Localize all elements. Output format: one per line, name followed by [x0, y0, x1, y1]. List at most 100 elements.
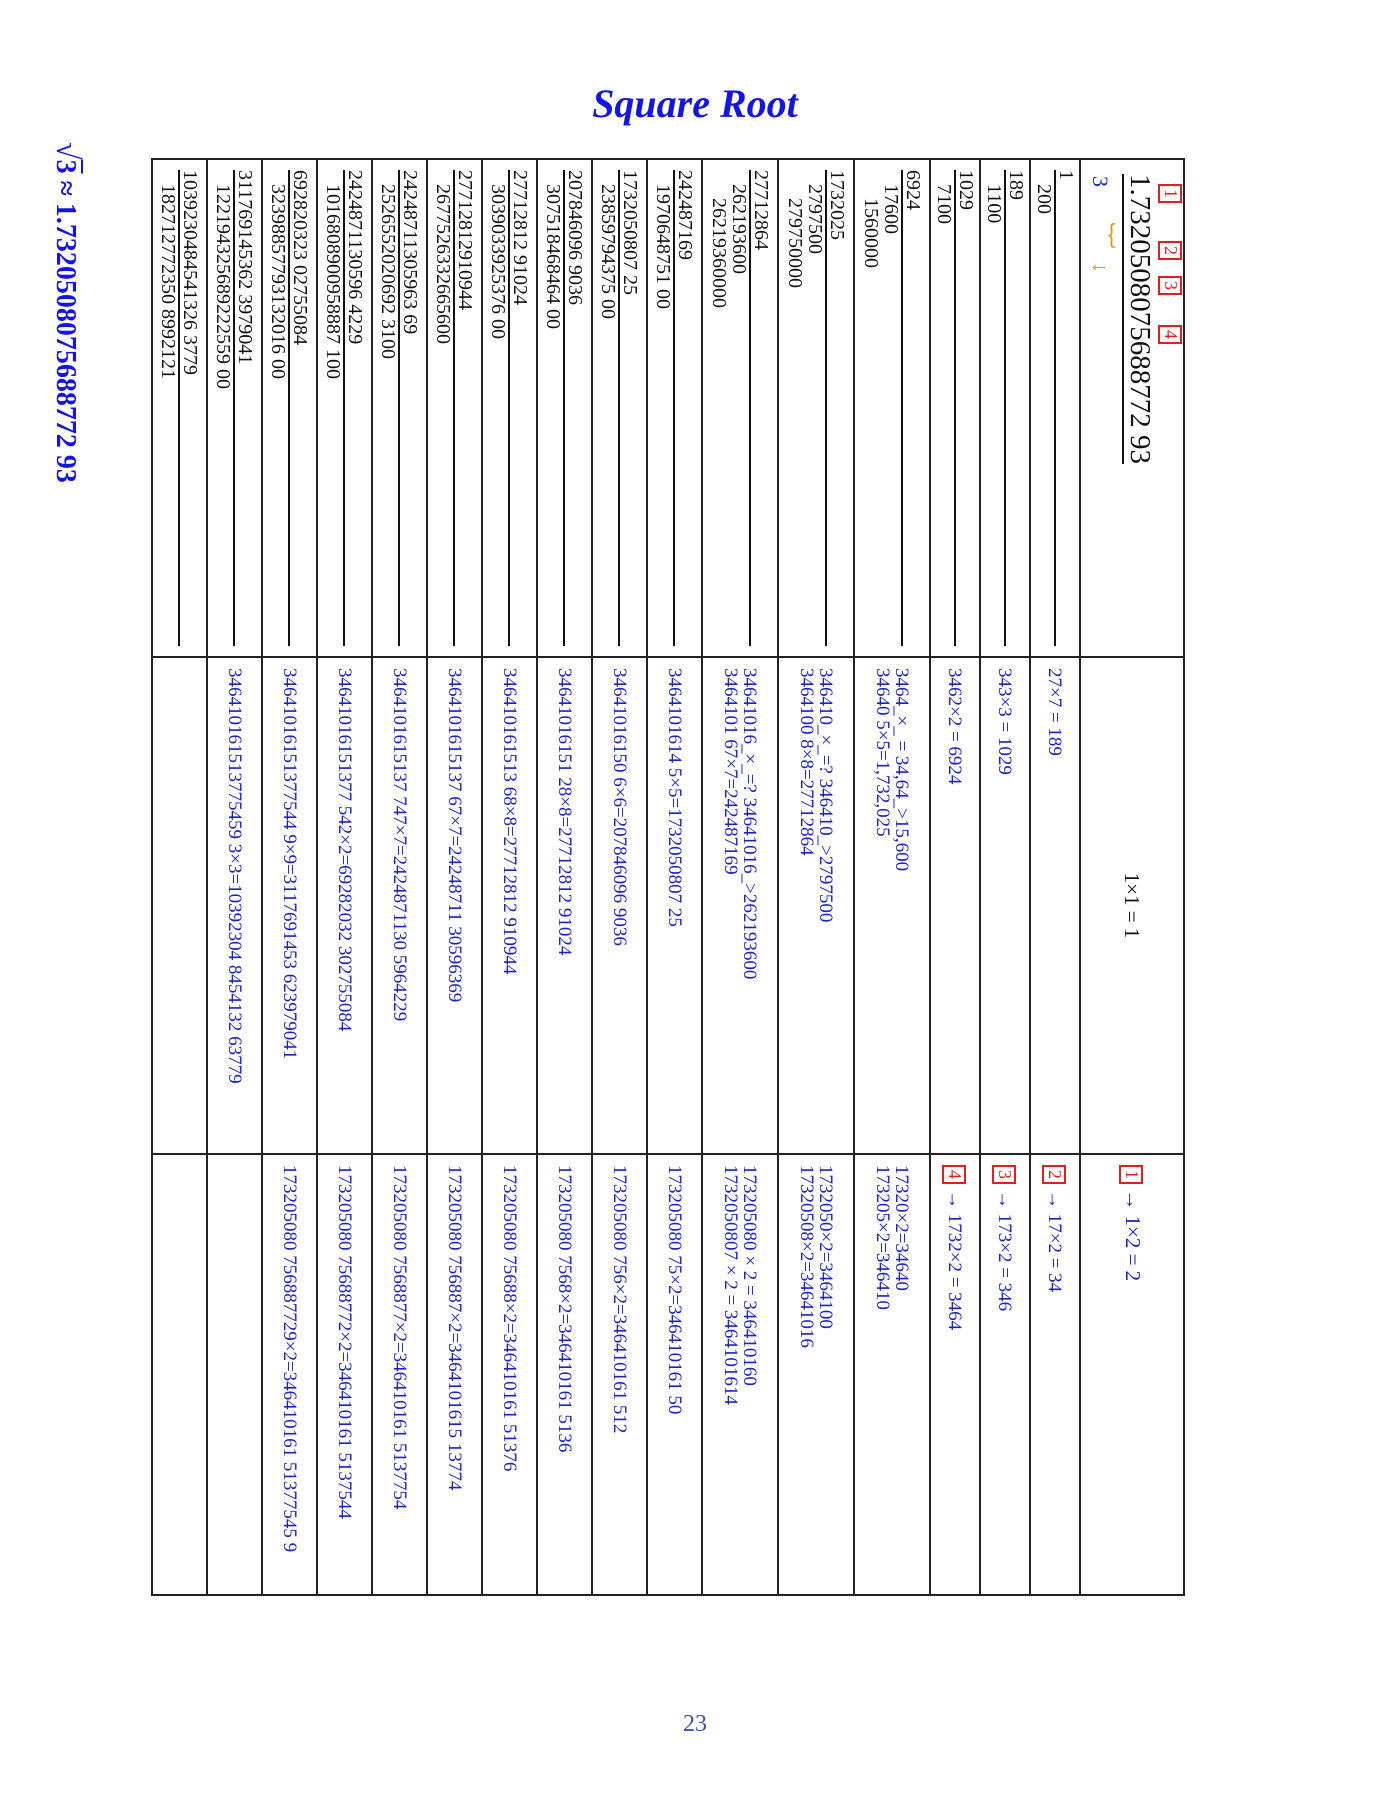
page-title: Square Root [592, 81, 798, 126]
subtraction-value: 2677526332665600 [433, 170, 456, 646]
subtraction-cell: 692820323 02755084 32398857793132016 00 [262, 159, 317, 657]
multiplication-text: 3464100 8×8=27712864 [796, 668, 817, 856]
multiplication-cell: 3462×2 = 6924 [930, 657, 980, 1154]
radicand-value: 3 [1088, 176, 1113, 187]
subtraction-value: 207846096 9036 [564, 170, 587, 305]
table-row: 692820323 02755084 32398857793132016 00 34… [262, 159, 317, 1595]
doubling-text: 1732050×2=3464100 [815, 1165, 836, 1329]
table-row: 1029 7100 3462×2 = 6924 4 → 1732×2 = 3464 [930, 159, 980, 1595]
subtraction-cell: 27712864 262193600 26219360000 [702, 159, 778, 657]
multiplication-text: 346410_×_=? 346410_>2797500 [815, 668, 836, 923]
doubling-text: 173205×2=346410 [872, 1165, 893, 1310]
subtraction-value: 1970648751 00 [653, 170, 676, 646]
step-box-4: 4 [1158, 325, 1182, 344]
subtraction-value: 262193600 [728, 170, 751, 646]
sqrt-symbol: √ [50, 142, 86, 160]
down-arrow-icon: ↓ [1088, 262, 1113, 274]
root-double-cell: 1 → 1×2 = 2 [1080, 1154, 1184, 1595]
doubling-text: 173205080 75688×2=346410161 51376 [499, 1165, 520, 1472]
page-number: 23 [683, 1711, 707, 1737]
subtraction-cell: 6924 17600 1560000 [854, 159, 930, 657]
doubling-text: 173205080 7568877×2=346410161 5137754 [389, 1165, 410, 1510]
doubling-cell: 173205080 756887×2=3464101615 13774 [427, 1154, 482, 1595]
subtraction-value: 1016808900958887 100 [323, 170, 346, 646]
step-box-1: 1 [1158, 184, 1182, 203]
sqrt-approx-value: ≈ 1.7320508075688772 93 [50, 180, 81, 483]
table-row: 311769145362 3979041 122194325689222559 0… [207, 159, 262, 1595]
orange-brace-icon: ︸ [1087, 222, 1116, 249]
doubling-cell: 4 → 1732×2 = 3464 [930, 1154, 980, 1595]
multiplication-text: 27×7 = 189 [1044, 668, 1066, 756]
rotated-table-page: √3 ≈ 1.7320508075688772 93 1 2 3 4 [50, 142, 1185, 1596]
doubling-text: 1732050807 × 2 = 3464101614 [720, 1165, 741, 1405]
multiplication-text: 34641016151377544 9×9=3117691453 6239790… [279, 668, 300, 1060]
doubling-text: → 173×2 = 346 [993, 1190, 1015, 1312]
subtraction-value: 1100 [983, 170, 1006, 646]
subtraction-cell: 311769145362 3979041 122194325689222559 0… [207, 159, 262, 657]
doubling-cell: 2 → 17×2 = 34 [1030, 1154, 1080, 1595]
subtraction-cell: 1029 7100 [930, 159, 980, 657]
table-row: 1732025 2797500 279750000 346410_×_=? 34641… [778, 159, 854, 1595]
table-row: 27712812910944 2677526332665600 3464101615… [427, 159, 482, 1595]
multiplication-cell: 34641016150 6×6=207846096 9036 [592, 657, 647, 1154]
subtraction-cell: 27712812 91024 3039033925376 00 [482, 159, 537, 657]
doubling-text: 173205080 75688772×2=346410161 5137544 [334, 1165, 355, 1519]
root-cell: 1 2 3 4 1.7320508075688772 93 3 [1080, 159, 1184, 657]
doubling-cell: 173205080 75×2=346410161 50 [647, 1154, 702, 1595]
subtraction-value: 1732050807 25 [619, 170, 642, 295]
subtraction-value: 2797500 [804, 170, 827, 646]
multiplication-text: 34641016151 28×8=27712812 91024 [554, 668, 575, 956]
multiplication-cell: 3464_×_ = 34,64_>15,600 34640 5×5=1,732,0… [854, 657, 930, 1154]
subtraction-value: 27712864 [750, 170, 772, 250]
multiplication-cell: 346410_×_=? 346410_>2797500 3464100 8×8=2… [778, 657, 854, 1154]
multiplication-text: 34641016_×_=? 34641016_>262193600 [739, 668, 760, 980]
doubling-text: → 1732×2 = 3464 [943, 1190, 965, 1331]
doubling-cell: 17320×2=34640 173205×2=346410 [854, 1154, 930, 1595]
table-row: 189 1100 343×3 = 1029 3 → 173×2 = 346 [980, 159, 1030, 1595]
table-row: 1039230484541326 3779 182712772350 899212… [152, 159, 207, 1595]
subtraction-value: 242487169 [674, 170, 697, 260]
multiplication-text: 346410161513775459 3×3=10392304 8454132 … [224, 668, 245, 1084]
subtraction-value: 3039033925376 00 [488, 170, 511, 646]
multiplication-cell: 34641016151377544 9×9=3117691453 6239790… [262, 657, 317, 1154]
subtraction-value: 2424871130596 4229 [344, 170, 367, 345]
multiplication-cell [152, 657, 207, 1154]
multiplication-text: 3464101614 5×5=1732050807 25 [664, 668, 685, 927]
doubling-cell: 173205080 7568×2=346410161 5136 [537, 1154, 592, 1595]
multiplication-text: 3464101 67×7=242487169 [720, 668, 741, 875]
root-mult-text: 1×1 = 1 [1120, 872, 1145, 939]
multiplication-cell: 3464101614 5×5=1732050807 25 [647, 657, 702, 1154]
step-box: 3 [992, 1165, 1016, 1184]
multiplication-text: 34641016150 6×6=207846096 9036 [609, 668, 630, 946]
root-mult-cell: 1×1 = 1 [1080, 657, 1184, 1154]
subtraction-value: 2526552020692 3100 [378, 170, 401, 646]
multiplication-cell: 3464101615137 67×7=24248711 30596369 [427, 657, 482, 1154]
doubling-cell: 173205080 7568877×2=346410161 5137754 [372, 1154, 427, 1595]
subtraction-cell: 27712812910944 2677526332665600 [427, 159, 482, 657]
sqrt-formula: √3 ≈ 1.7320508075688772 93 [43, 142, 93, 483]
multiplication-text: 343×3 = 1029 [994, 668, 1016, 775]
subtraction-value: 122194325689222559 00 [213, 170, 236, 646]
root-value: 1.7320508075688772 93 [1122, 174, 1156, 464]
square-root-table: 1 2 3 4 1.7320508075688772 93 3 [151, 158, 1185, 1596]
multiplication-cell: 34641016_×_=? 34641016_>262193600 3464101… [702, 657, 778, 1154]
multiplication-cell: 343×3 = 1029 [980, 657, 1030, 1154]
step-box: 4 [942, 1165, 966, 1184]
table-row: 207846096 9036 307518468464 00 34641016151… [537, 159, 592, 1595]
doubling-cell: 3 → 173×2 = 346 [980, 1154, 1030, 1595]
subtraction-value: 17600 [880, 170, 903, 646]
subtraction-value: 26219360000 [708, 198, 730, 308]
subtraction-value: 1 [1055, 170, 1077, 180]
subtraction-value: 7100 [933, 170, 956, 646]
multiplication-text: 3464101615137 747×7=2424871130 5964229 [389, 668, 410, 1022]
double-box-1: 1 [1119, 1165, 1143, 1184]
subtraction-value: 307518468464 00 [543, 170, 566, 646]
subtraction-value: 1732025 [826, 170, 848, 240]
subtraction-cell: 242487169 1970648751 00 [647, 159, 702, 657]
subtraction-value: 692820323 02755084 [289, 170, 312, 345]
subtraction-cell: 189 1100 [980, 159, 1030, 657]
multiplication-cell: 34641016151 28×8=27712812 91024 [537, 657, 592, 1154]
doubling-text: → 17×2 = 34 [1043, 1190, 1065, 1293]
doubling-text: 17320508×2=34641016 [796, 1165, 817, 1348]
doubling-text: 173205080 756887729×2=346410161 51377545… [279, 1165, 300, 1553]
